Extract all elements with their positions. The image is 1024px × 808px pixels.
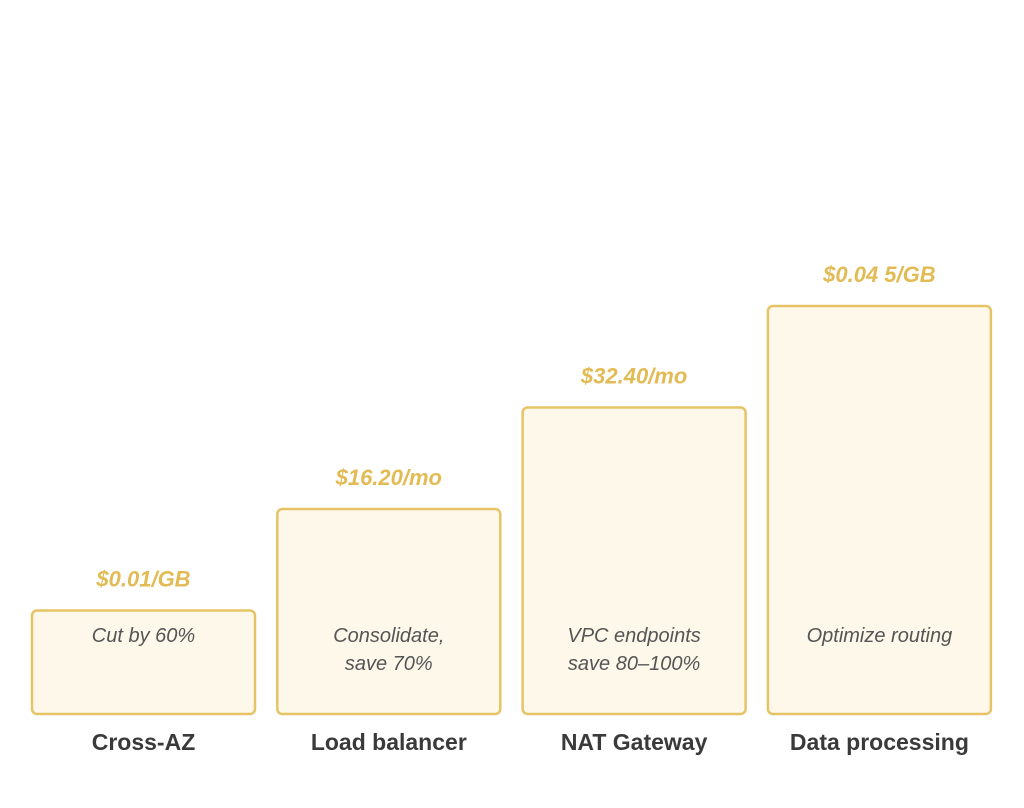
- bar: [276, 507, 502, 716]
- bar: [521, 406, 747, 716]
- bar-annotation: VPC endpoints: [567, 625, 700, 647]
- category-label: Data processing: [790, 729, 969, 755]
- value-label: $0.04 5/GB: [822, 262, 936, 287]
- category-label: NAT Gateway: [561, 729, 708, 755]
- bar-group: $32.40/mo VPC endpoints save 80–100% NAT Ga…: [521, 364, 747, 755]
- bar-group: $0.04 5/GB Optimize routing Data processin…: [766, 262, 993, 755]
- value-label: $0.01/GB: [95, 567, 190, 592]
- bar-group: $16.20/mo Consolidate, save 70% Load balanc…: [276, 465, 502, 755]
- bar: [30, 609, 257, 716]
- category-label: Cross-AZ: [92, 729, 196, 755]
- bar-annotation: Cut by 60%: [92, 625, 195, 647]
- bar-group: $0.01/GB Cut by 60% Cross-AZ: [30, 567, 257, 755]
- value-label: $16.20/mo: [335, 465, 442, 490]
- bar-annotation: save 70%: [345, 653, 433, 675]
- bar-annotation: Optimize routing: [807, 625, 953, 647]
- bar-annotation: Consolidate,: [333, 625, 444, 647]
- bar: [766, 304, 993, 716]
- category-label: Load balancer: [311, 729, 467, 755]
- bar-annotation: save 80–100%: [568, 653, 700, 675]
- value-label: $32.40/mo: [580, 364, 687, 389]
